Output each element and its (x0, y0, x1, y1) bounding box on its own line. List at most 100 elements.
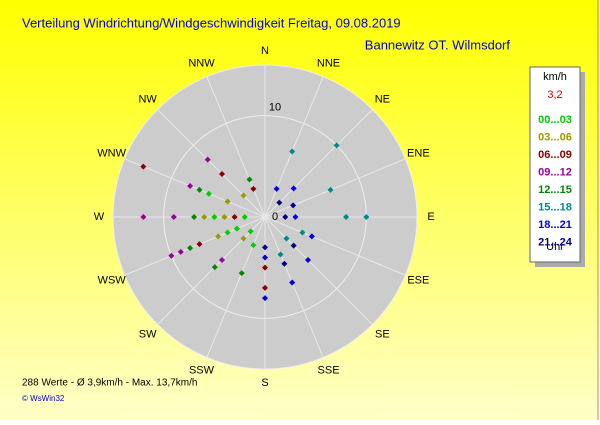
point (187, 182, 194, 189)
point (247, 228, 254, 235)
direction-label: E (427, 211, 434, 223)
direction-label: SSW (189, 364, 215, 376)
point (273, 185, 280, 192)
point (233, 225, 240, 232)
direction-label: ENE (407, 147, 430, 159)
point (211, 264, 218, 271)
point (215, 233, 222, 240)
footer: 288 Werte - Ø 3,9km/h - Max. 13,7km/h (22, 378, 197, 389)
point (219, 171, 226, 178)
point (262, 295, 268, 302)
spoke (264, 76, 324, 218)
legend-entry: 06...09 (538, 149, 572, 161)
point (299, 229, 306, 236)
point (250, 185, 257, 192)
point (140, 214, 147, 220)
spoke (264, 216, 373, 325)
point (177, 248, 184, 255)
direction-label: N (261, 45, 269, 57)
direction-label: NNW (188, 58, 215, 70)
direction-label: ESE (407, 274, 429, 286)
chart-subtitle: Bannewitz OT. Wilmsdorf (365, 37, 511, 52)
spoke (264, 109, 373, 218)
point (262, 244, 268, 251)
point (219, 256, 226, 263)
point (238, 270, 245, 277)
point (204, 156, 211, 163)
direction-label: S (261, 377, 268, 389)
direction-label: NW (138, 94, 157, 106)
legend-note: 3,2 (547, 89, 562, 101)
point (246, 176, 253, 183)
spoke (124, 158, 266, 218)
legend-entry: 21...24 (538, 236, 573, 248)
point (221, 214, 228, 220)
legend-entry: 03...06 (538, 131, 572, 143)
point (170, 214, 177, 220)
direction-label: SE (375, 328, 390, 340)
spoke (157, 109, 266, 218)
point (140, 163, 147, 170)
point (231, 214, 238, 220)
point (211, 214, 218, 220)
legend-entry: 00...03 (538, 114, 572, 126)
point (240, 235, 247, 242)
spoke (264, 158, 406, 218)
r-tick-label: 10 (269, 102, 281, 114)
direction-label: NNE (317, 58, 340, 70)
point (187, 245, 194, 252)
point (289, 148, 296, 155)
legend-entry: 12...15 (538, 184, 572, 196)
spoke (264, 216, 406, 276)
direction-label: NE (375, 94, 390, 106)
spoke (206, 76, 266, 218)
r-tick-label: 0 (272, 211, 278, 223)
point (290, 242, 297, 249)
point (333, 142, 340, 149)
point (327, 186, 334, 193)
point (304, 256, 311, 263)
point (277, 251, 284, 258)
point (276, 199, 283, 206)
point (196, 186, 203, 193)
legend-entry: 09...12 (538, 166, 572, 178)
direction-label: WSW (98, 274, 127, 286)
legend-entry: 18...21 (538, 219, 572, 231)
direction-label: SW (139, 328, 157, 340)
direction-label: W (94, 211, 105, 223)
direction-label: SSE (318, 364, 340, 376)
spoke (124, 216, 266, 276)
spoke (206, 216, 266, 358)
point (224, 229, 231, 236)
chart-title: Verteilung Windrichtung/Windgeschwindigk… (22, 15, 401, 30)
point (290, 185, 297, 192)
spoke (157, 216, 266, 325)
point (196, 241, 203, 248)
point (241, 214, 248, 220)
point (240, 192, 247, 199)
credit: © WsWin32 (22, 394, 65, 403)
point (308, 233, 315, 240)
legend-box (529, 66, 581, 263)
point (191, 214, 198, 220)
point (262, 254, 268, 261)
point (262, 264, 268, 271)
legend-footer: Uhr (546, 241, 564, 253)
point (282, 214, 289, 220)
point (283, 235, 290, 242)
point (281, 260, 288, 267)
point (168, 252, 175, 259)
legend-entry: 15...18 (538, 201, 572, 213)
point (224, 198, 231, 205)
point (205, 190, 212, 197)
point (343, 214, 350, 220)
point (292, 214, 299, 220)
point (289, 279, 296, 286)
point (250, 242, 257, 249)
point (290, 202, 297, 209)
point (201, 214, 208, 220)
point (262, 284, 268, 291)
spoke (264, 216, 324, 358)
